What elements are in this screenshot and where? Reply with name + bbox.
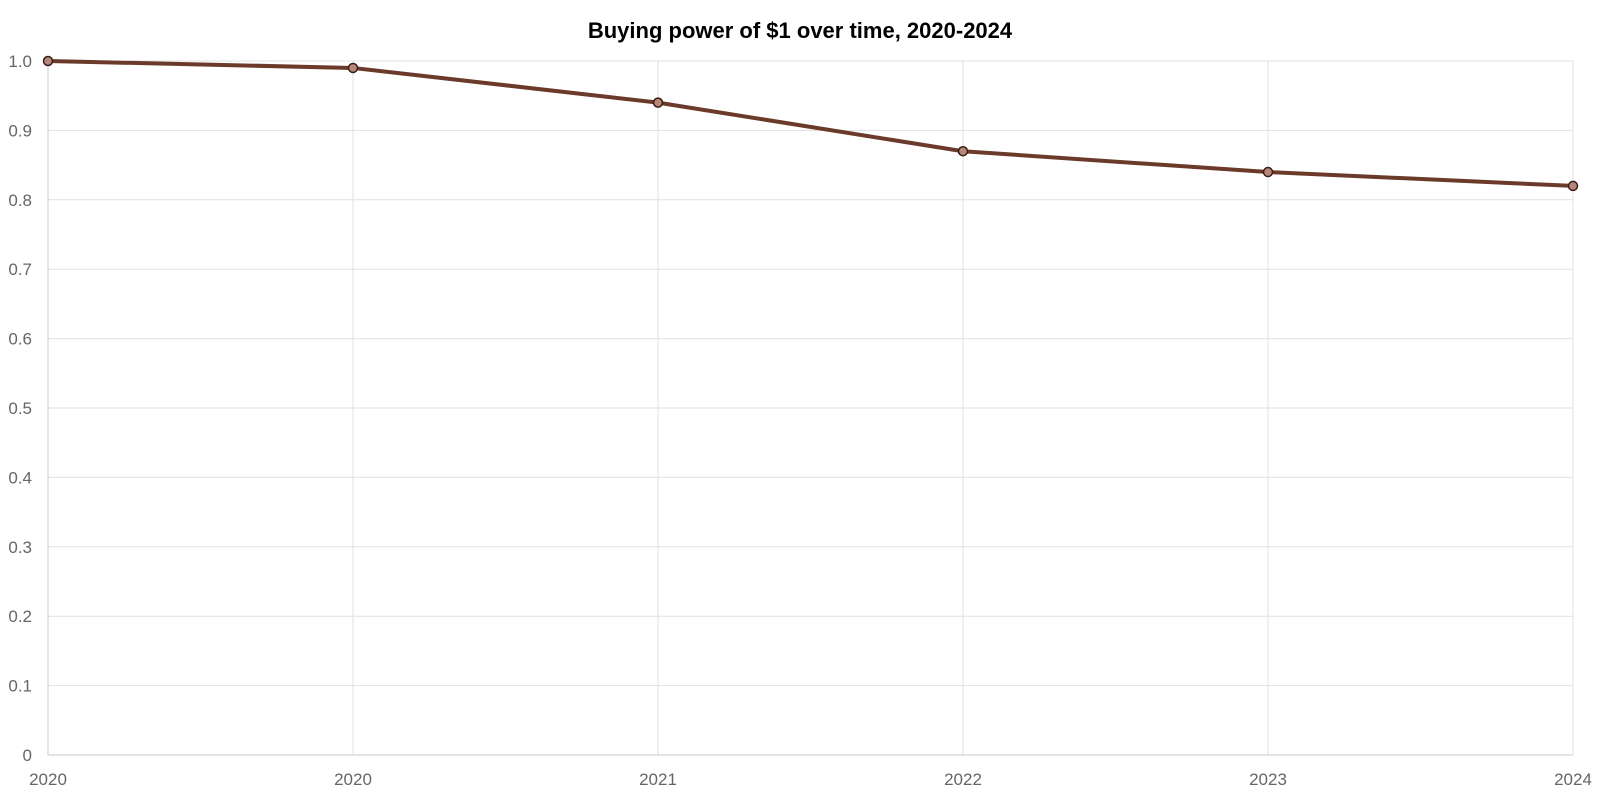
x-tick-label: 2022 (944, 770, 982, 789)
y-tick-label: 0.9 (8, 121, 32, 140)
data-point[interactable] (42, 55, 54, 67)
x-tick-label: 2024 (1554, 770, 1592, 789)
x-tick-label: 2023 (1249, 770, 1287, 789)
data-point[interactable] (347, 62, 359, 74)
x-tick-label: 2020 (29, 770, 67, 789)
y-tick-label: 0.7 (8, 260, 32, 279)
y-tick-label: 0.1 (8, 677, 32, 696)
y-tick-label: 0.2 (8, 607, 32, 626)
y-tick-label: 0.6 (8, 330, 32, 349)
y-tick-label: 0.5 (8, 399, 32, 418)
y-tick-label: 0.3 (8, 538, 32, 557)
data-point[interactable] (957, 145, 969, 157)
chart-title: Buying power of $1 over time, 2020-2024 (588, 18, 1013, 43)
y-tick-label: 0.4 (8, 468, 32, 487)
y-axis-tick-labels: 0 0.1 0.2 0.3 0.4 0.5 0.6 0.7 0.8 0.9 1.0 (8, 52, 32, 765)
series-line (46, 59, 1575, 188)
data-point[interactable] (1262, 166, 1274, 178)
series (46, 59, 1575, 188)
data-point[interactable] (1567, 180, 1579, 192)
x-tick-label: 2020 (334, 770, 372, 789)
axes (47, 61, 1573, 756)
y-tick-label: 0 (23, 746, 32, 765)
x-tick-label: 2021 (639, 770, 677, 789)
data-points (42, 55, 1579, 192)
x-axis-tick-labels: 2020 2020 2021 2022 2023 2024 (29, 770, 1592, 789)
y-tick-label: 1.0 (8, 52, 32, 71)
data-point[interactable] (652, 97, 664, 108)
y-tick-label: 0.8 (8, 191, 32, 210)
grid (47, 60, 1574, 756)
